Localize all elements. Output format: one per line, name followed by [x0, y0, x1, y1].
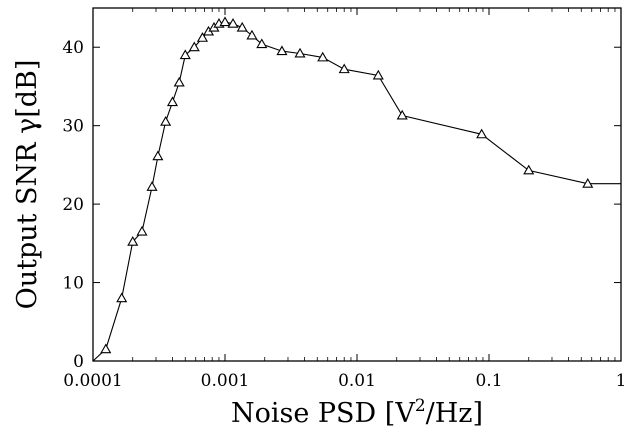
triangle-marker	[396, 109, 408, 120]
triangle-marker	[246, 29, 258, 40]
series-line-group	[92, 21, 621, 362]
triangle-marker	[136, 225, 148, 236]
triangle-marker	[338, 63, 350, 74]
triangle-marker	[219, 16, 231, 27]
triangle-marker	[146, 181, 158, 191]
y-tick-label: 0	[73, 352, 84, 372]
x-tick-label: 1	[616, 371, 627, 391]
x-tick-label: 0.001	[201, 371, 250, 391]
y-tick-label: 40	[62, 38, 84, 58]
ticks	[92, 8, 622, 362]
triangle-marker	[100, 343, 112, 354]
x-axis-title: Noise PSD [V2/Hz]	[231, 396, 483, 429]
x-axis-title-superscript: 2	[415, 396, 426, 416]
triangle-marker	[256, 38, 268, 49]
y-tick-label: 30	[62, 117, 84, 137]
triangle-marker	[317, 51, 329, 62]
plot-frame	[92, 7, 622, 362]
triangle-marker	[127, 236, 139, 246]
triangle-marker	[294, 47, 306, 58]
x-axis-title-prefix: Noise PSD [V	[231, 398, 415, 429]
data-markers	[100, 16, 594, 354]
triangle-marker	[372, 69, 384, 80]
triangle-marker	[582, 178, 594, 188]
y-tick-label: 10	[62, 274, 84, 294]
triangle-marker	[160, 116, 172, 126]
triangle-marker	[166, 96, 179, 107]
triangle-marker	[179, 49, 191, 60]
triangle-marker	[188, 41, 200, 52]
triangle-marker	[173, 76, 185, 87]
y-tick-label: 20	[62, 195, 84, 215]
triangle-marker	[236, 21, 248, 32]
triangle-marker	[476, 128, 488, 139]
triangle-marker	[523, 164, 535, 175]
y-axis-title: Output SNR γ[dB]	[12, 60, 43, 310]
triangle-marker	[227, 17, 239, 28]
series-line	[92, 21, 621, 362]
triangle-marker	[276, 45, 288, 56]
triangle-marker	[116, 292, 128, 303]
x-tick-label: 0.1	[475, 371, 502, 391]
x-axis-title-suffix: /Hz]	[426, 398, 483, 429]
triangle-marker	[196, 32, 209, 42]
x-tick-label: 0.0001	[63, 371, 122, 391]
triangle-marker	[152, 150, 164, 161]
x-tick-label: 0.01	[338, 371, 376, 391]
